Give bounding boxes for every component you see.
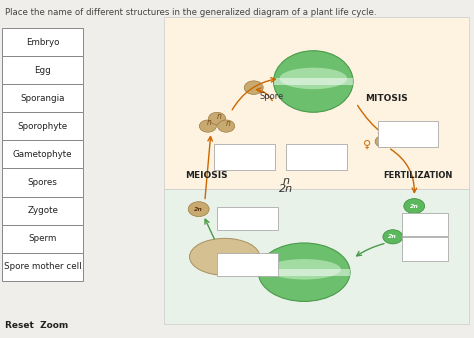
FancyBboxPatch shape bbox=[378, 121, 438, 147]
Text: Sperm: Sperm bbox=[28, 234, 57, 243]
Text: Sporangia: Sporangia bbox=[20, 94, 65, 103]
Ellipse shape bbox=[258, 243, 350, 301]
Text: Reset  Zoom: Reset Zoom bbox=[5, 320, 68, 330]
Text: n: n bbox=[226, 119, 231, 128]
Text: Egg: Egg bbox=[34, 66, 51, 75]
Text: 2n: 2n bbox=[388, 234, 397, 239]
Text: Spore mother cell: Spore mother cell bbox=[4, 262, 82, 271]
FancyBboxPatch shape bbox=[2, 197, 83, 224]
Text: n: n bbox=[283, 176, 289, 187]
Text: n: n bbox=[217, 112, 222, 121]
Text: Spores: Spores bbox=[27, 178, 58, 187]
FancyBboxPatch shape bbox=[214, 144, 275, 170]
Ellipse shape bbox=[267, 259, 341, 280]
Circle shape bbox=[244, 81, 263, 94]
Text: MITOSIS: MITOSIS bbox=[365, 94, 408, 103]
FancyBboxPatch shape bbox=[217, 253, 278, 276]
Ellipse shape bbox=[190, 238, 260, 275]
FancyBboxPatch shape bbox=[2, 169, 83, 197]
Text: n: n bbox=[206, 118, 211, 127]
Text: Embryo: Embryo bbox=[26, 38, 59, 47]
Circle shape bbox=[383, 230, 403, 244]
FancyBboxPatch shape bbox=[2, 56, 83, 84]
Text: Place the name of different structures in the generalized diagram of a plant lif: Place the name of different structures i… bbox=[5, 8, 376, 18]
Ellipse shape bbox=[280, 68, 347, 89]
FancyBboxPatch shape bbox=[2, 141, 83, 169]
Text: Zygote: Zygote bbox=[27, 206, 58, 215]
FancyBboxPatch shape bbox=[2, 225, 83, 253]
Ellipse shape bbox=[273, 51, 353, 112]
Circle shape bbox=[375, 136, 392, 148]
Text: 2n: 2n bbox=[279, 184, 293, 194]
Circle shape bbox=[188, 202, 209, 217]
FancyBboxPatch shape bbox=[286, 144, 347, 170]
Text: ♀: ♀ bbox=[363, 140, 371, 149]
Text: MEIOSIS: MEIOSIS bbox=[185, 171, 228, 180]
FancyBboxPatch shape bbox=[2, 112, 83, 141]
Text: 2n: 2n bbox=[410, 203, 419, 209]
FancyBboxPatch shape bbox=[402, 237, 448, 261]
FancyBboxPatch shape bbox=[2, 28, 83, 56]
FancyBboxPatch shape bbox=[258, 269, 350, 276]
Text: Spore: Spore bbox=[260, 92, 284, 101]
FancyBboxPatch shape bbox=[164, 189, 469, 324]
Text: 2n: 2n bbox=[194, 207, 203, 212]
FancyBboxPatch shape bbox=[273, 78, 353, 85]
Circle shape bbox=[404, 199, 425, 214]
FancyBboxPatch shape bbox=[217, 207, 278, 230]
FancyBboxPatch shape bbox=[2, 84, 83, 112]
Text: Gametophyte: Gametophyte bbox=[13, 150, 73, 159]
Circle shape bbox=[200, 120, 217, 132]
FancyBboxPatch shape bbox=[164, 17, 469, 189]
FancyBboxPatch shape bbox=[402, 213, 448, 236]
Text: Sporophyte: Sporophyte bbox=[18, 122, 68, 131]
Circle shape bbox=[209, 112, 226, 124]
Circle shape bbox=[218, 120, 235, 132]
FancyBboxPatch shape bbox=[2, 253, 83, 281]
Text: FERTILIZATION: FERTILIZATION bbox=[383, 171, 453, 180]
